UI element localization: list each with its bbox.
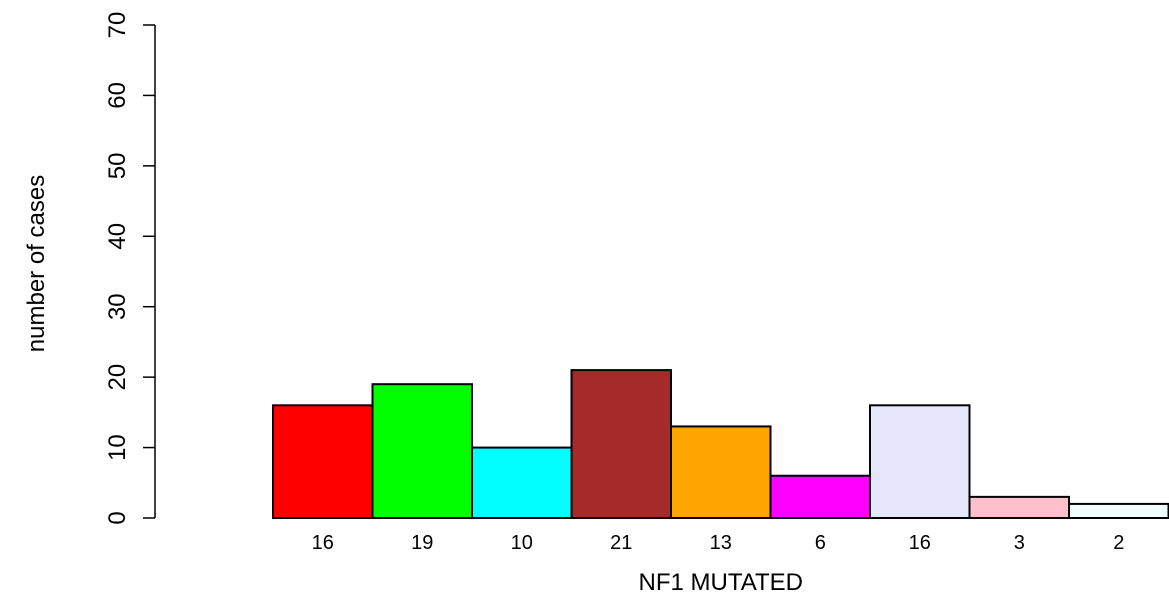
x-tick-label: 19 <box>411 532 433 554</box>
x-tick-label: 13 <box>710 532 732 554</box>
y-tick-label: 70 <box>104 12 131 39</box>
y-tick-label: 10 <box>104 434 131 461</box>
bar <box>371 383 473 519</box>
y-axis-ticks: 0 10 20 30 40 50 60 70 <box>104 12 155 525</box>
y-tick-label: 60 <box>104 82 131 109</box>
y-tick-label: 30 <box>104 293 131 320</box>
x-axis-title: NF1 MUTATED <box>639 569 803 596</box>
bar <box>570 369 672 519</box>
bar <box>272 404 374 520</box>
bar <box>471 446 573 520</box>
y-tick-label: 20 <box>104 364 131 391</box>
x-tick-label: 3 <box>1014 532 1025 554</box>
bars <box>272 369 1169 520</box>
bar <box>869 404 971 520</box>
y-axis-title: number of cases <box>23 175 50 352</box>
bar <box>1068 502 1169 519</box>
x-axis-labels: 16 19 10 21 13 6 16 3 2 <box>312 532 1125 554</box>
bar <box>769 474 871 519</box>
x-tick-label: 16 <box>312 532 334 554</box>
y-tick-label: 40 <box>104 223 131 250</box>
x-tick-label: 6 <box>815 532 826 554</box>
x-tick-label: 10 <box>511 532 533 554</box>
bar <box>968 495 1070 519</box>
x-tick-label: 21 <box>610 532 632 554</box>
y-tick-label: 0 <box>104 511 131 524</box>
y-tick-label: 50 <box>104 153 131 180</box>
x-tick-label: 2 <box>1113 532 1124 554</box>
bar <box>670 425 772 520</box>
x-tick-label: 16 <box>909 532 931 554</box>
